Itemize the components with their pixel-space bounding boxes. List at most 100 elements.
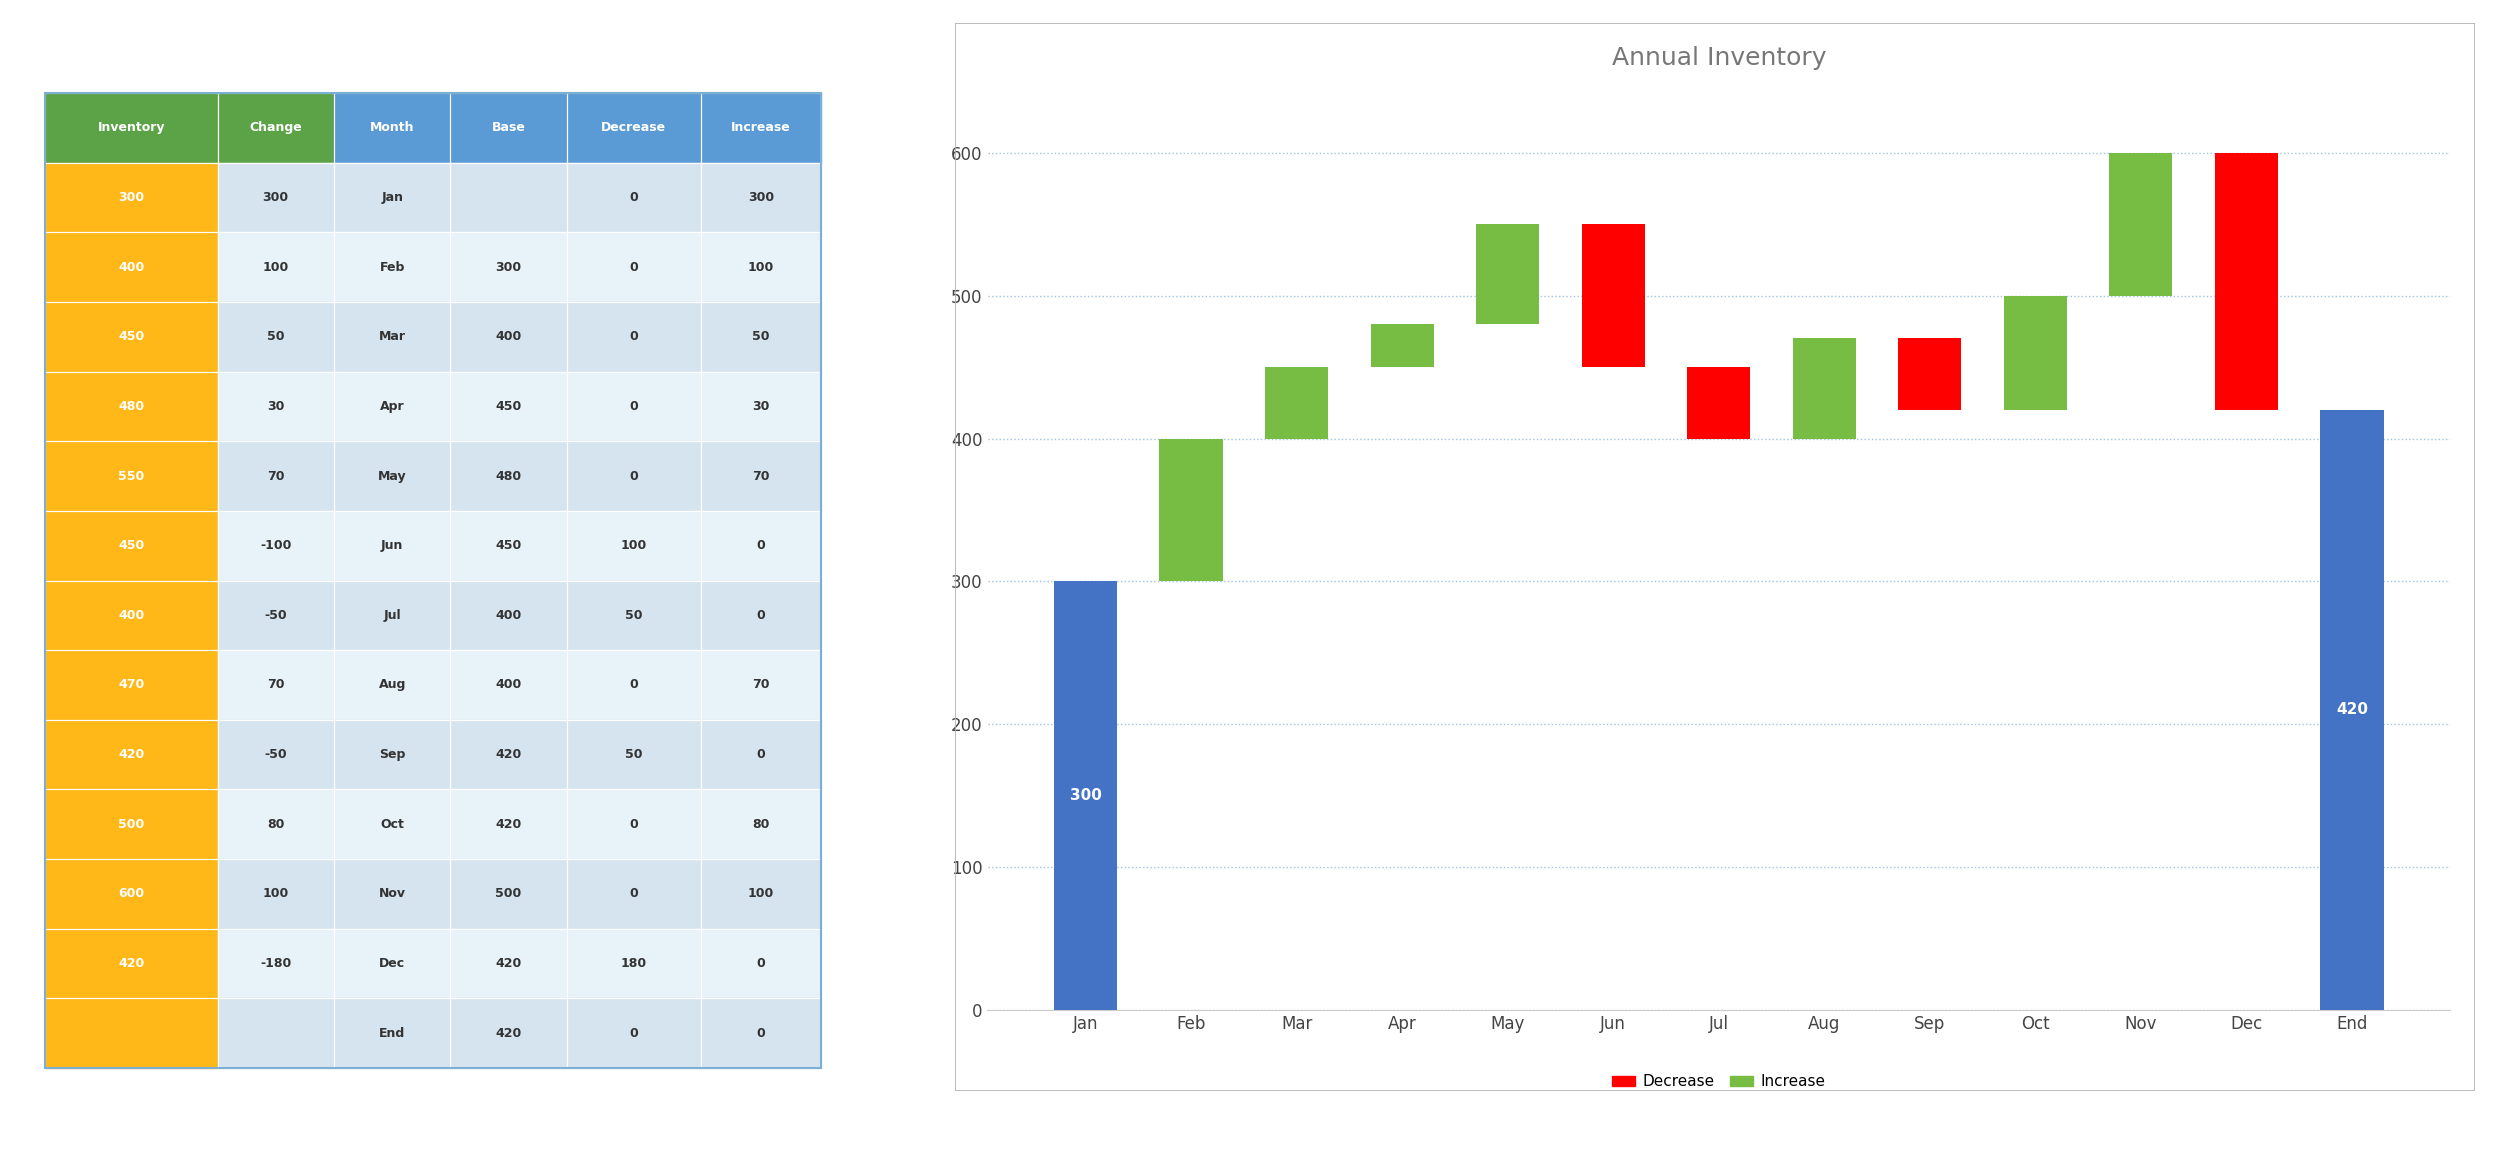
Bar [568,511,700,580]
Bar [2002,296,2068,410]
Bar [700,511,820,580]
Bar [450,650,568,720]
Bar [335,859,450,929]
Bar [335,650,450,720]
Bar [700,302,820,372]
Bar [45,789,217,859]
Text: 450: 450 [118,539,145,553]
Bar [335,998,450,1068]
Bar [335,302,450,372]
Bar [568,789,700,859]
Text: 50: 50 [625,748,642,762]
Bar [450,511,568,580]
Bar [45,859,217,929]
Text: Sep: Sep [380,748,405,762]
Text: Mar: Mar [378,330,405,344]
Bar [45,163,217,232]
Bar [700,650,820,720]
Text: 300: 300 [495,260,522,274]
Bar [1475,224,1540,324]
Bar [45,511,217,580]
Bar [700,998,820,1068]
Bar [450,650,568,720]
Text: -180: -180 [260,957,292,971]
Text: 0: 0 [630,190,638,204]
Text: 400: 400 [495,608,522,622]
Bar [335,580,450,650]
Text: 0: 0 [630,330,638,344]
Bar [217,720,335,789]
Text: 470: 470 [118,678,145,692]
Bar [335,580,450,650]
Bar [45,441,217,511]
Bar [1265,367,1328,439]
Text: Decrease: Decrease [600,121,665,135]
Title: Annual Inventory: Annual Inventory [1612,45,1825,70]
Text: 0: 0 [630,1026,638,1040]
Bar [335,650,450,720]
Bar [335,93,450,163]
Text: -50: -50 [265,608,288,622]
Text: 0: 0 [758,608,765,622]
Text: 300: 300 [1070,788,1102,803]
Bar [568,929,700,998]
Bar [700,163,820,232]
Bar [700,998,820,1068]
Text: 400: 400 [118,608,145,622]
Bar [1055,582,1118,1010]
Bar [217,302,335,372]
Bar [45,372,217,441]
Bar [217,372,335,441]
Bar [335,163,450,232]
Bar [1370,367,1435,1010]
Bar [568,720,700,789]
Bar [217,441,335,511]
Text: 100: 100 [748,260,775,274]
Bar [568,232,700,302]
Text: 420: 420 [2335,702,2367,717]
Text: 70: 70 [752,469,770,483]
Text: Aug: Aug [378,678,405,692]
Bar [2002,410,2068,1010]
Bar [700,372,820,441]
Bar [450,441,568,511]
Bar [217,998,335,1068]
Bar [568,650,700,720]
Text: May: May [378,469,408,483]
Bar [450,998,568,1068]
Bar [450,372,568,441]
Bar [568,859,700,929]
Bar [45,998,217,1068]
Bar [217,232,335,302]
Bar [217,859,335,929]
Bar [700,372,820,441]
Text: Base: Base [492,121,525,135]
Bar [700,441,820,511]
Bar [217,859,335,929]
Text: Inventory: Inventory [98,121,165,135]
Bar [45,929,217,998]
Bar [1688,439,1750,1010]
Bar [335,720,450,789]
Text: 450: 450 [118,330,145,344]
Bar [45,93,217,163]
Text: 450: 450 [495,539,522,553]
Bar [45,650,217,720]
Bar [1265,439,1328,1010]
Bar [217,511,335,580]
Bar [45,302,217,372]
Bar [2215,410,2278,1010]
Bar [217,580,335,650]
Bar [450,720,568,789]
Bar [335,163,450,232]
Bar [45,511,217,580]
Text: Apr: Apr [380,399,405,413]
Bar [568,859,700,929]
Text: -100: -100 [260,539,292,553]
Bar [335,232,450,302]
Bar [2110,296,2172,1010]
Text: Jun: Jun [380,539,402,553]
Bar [1582,224,1645,367]
Bar [450,441,568,511]
Bar [335,372,450,441]
